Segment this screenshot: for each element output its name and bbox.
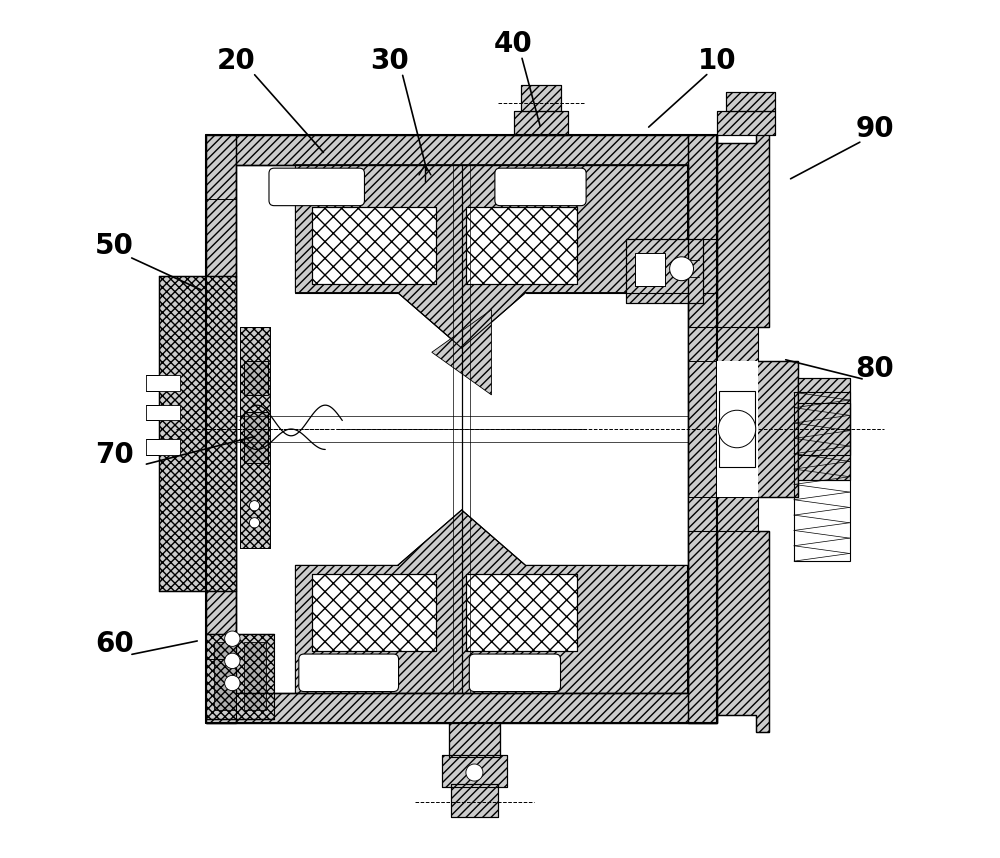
Bar [514, 111, 568, 135]
FancyBboxPatch shape [299, 654, 399, 692]
FancyBboxPatch shape [469, 654, 561, 692]
Circle shape [225, 631, 240, 646]
Bar [521, 86, 561, 111]
Bar [206, 633, 274, 719]
Bar [451, 784, 498, 817]
Circle shape [225, 675, 240, 691]
Circle shape [225, 653, 240, 668]
Bar [442, 755, 507, 787]
FancyBboxPatch shape [269, 168, 364, 206]
Text: 20: 20 [216, 46, 255, 75]
Polygon shape [432, 310, 491, 395]
Text: 80: 80 [856, 355, 894, 384]
Bar [449, 723, 500, 758]
Bar [635, 270, 665, 286]
Bar [244, 361, 268, 395]
Bar [240, 327, 270, 548]
Bar [635, 253, 665, 286]
Bar [798, 378, 850, 480]
Bar [521, 86, 561, 111]
Bar [214, 642, 236, 710]
Bar [717, 111, 775, 135]
Polygon shape [295, 165, 688, 348]
Bar [449, 723, 500, 758]
Circle shape [670, 257, 694, 281]
Bar [798, 378, 850, 480]
Bar [794, 392, 850, 561]
Bar [466, 574, 577, 650]
Bar [146, 405, 180, 420]
Bar [206, 135, 717, 165]
Bar [726, 93, 775, 111]
Circle shape [249, 517, 260, 528]
Bar [798, 403, 850, 455]
Polygon shape [717, 126, 798, 732]
Bar [244, 412, 268, 463]
Bar [312, 208, 436, 284]
Bar [719, 390, 755, 468]
Bar [244, 642, 266, 710]
Bar [146, 375, 180, 390]
Bar [717, 111, 775, 135]
Bar [626, 239, 703, 303]
FancyBboxPatch shape [495, 168, 586, 206]
Text: 40: 40 [493, 30, 532, 57]
Bar [206, 135, 236, 723]
Polygon shape [295, 510, 688, 693]
Bar [688, 327, 758, 361]
Circle shape [249, 500, 260, 511]
Bar [726, 93, 775, 111]
Bar [312, 208, 436, 284]
Bar [146, 439, 180, 455]
Bar [466, 208, 577, 284]
Text: 70: 70 [95, 440, 134, 468]
Bar [159, 275, 236, 591]
Bar [719, 390, 755, 468]
Circle shape [466, 764, 483, 781]
Text: 10: 10 [698, 46, 737, 75]
Text: 30: 30 [370, 46, 409, 75]
Bar [206, 693, 717, 723]
Text: 50: 50 [95, 232, 134, 260]
Bar [312, 574, 436, 650]
Bar [312, 574, 436, 650]
Bar [466, 208, 577, 284]
Bar [442, 755, 507, 787]
Bar [514, 111, 568, 135]
Bar [717, 361, 758, 497]
Text: 60: 60 [95, 630, 134, 658]
Bar [688, 135, 717, 723]
Bar [688, 497, 758, 531]
Bar [451, 784, 498, 817]
Circle shape [718, 410, 756, 448]
Bar [626, 239, 703, 303]
Bar [798, 403, 850, 455]
Bar [466, 574, 577, 650]
Text: 90: 90 [856, 115, 894, 143]
